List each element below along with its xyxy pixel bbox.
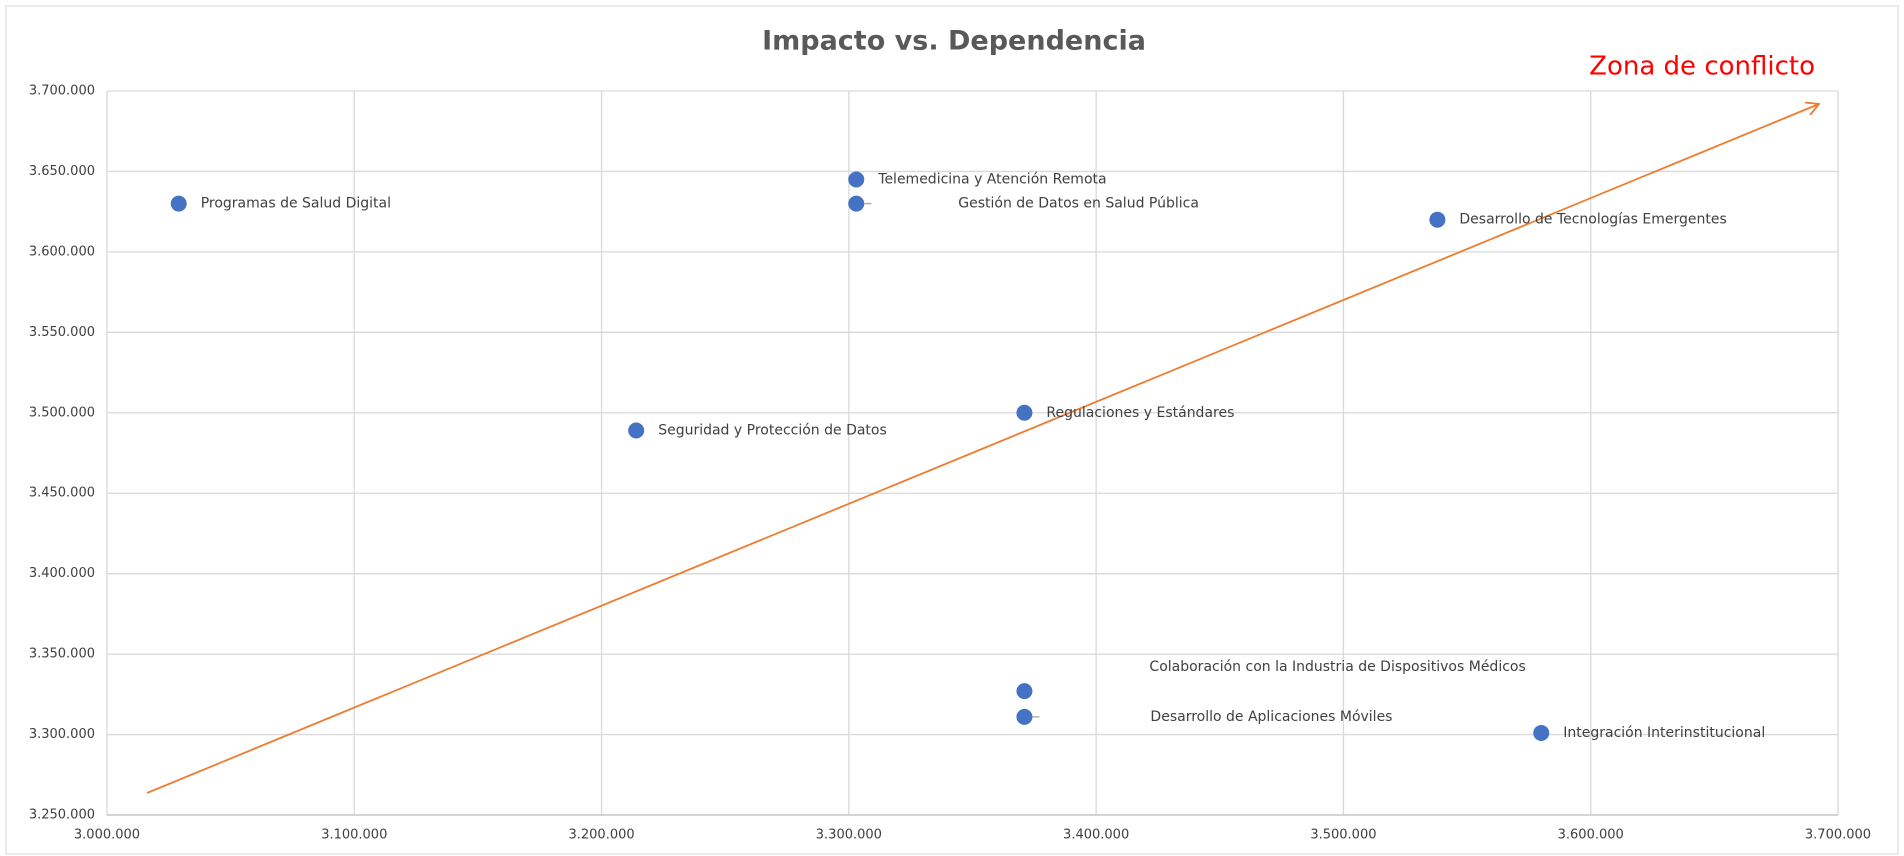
y-tick-label: 3.400.000 — [29, 566, 95, 581]
x-tick-label: 3.200.000 — [568, 828, 634, 843]
y-tick-label: 3.650.000 — [29, 164, 95, 179]
point-label: Desarrollo de Aplicaciones Móviles — [1150, 709, 1392, 725]
point-label: Regulaciones y Estándares — [1046, 405, 1234, 421]
x-tick-label: 3.500.000 — [1310, 828, 1376, 843]
point — [1533, 724, 1550, 741]
point-label: Seguridad y Protección de Datos — [658, 422, 887, 438]
point — [1016, 708, 1033, 725]
chart-border — [5, 5, 1899, 855]
point-label: Desarrollo de Tecnologías Emergentes — [1459, 212, 1726, 228]
annotation: Zona de conflicto — [1589, 52, 1815, 82]
x-tick-label: 3.700.000 — [1805, 828, 1871, 843]
x-tick-label: 3.100.000 — [321, 828, 387, 843]
y-tick-label: 3.600.000 — [29, 244, 95, 259]
y-tick-label: 3.450.000 — [29, 486, 95, 501]
x-tick-label: 3.300.000 — [816, 828, 882, 843]
y-tick-label: 3.350.000 — [29, 647, 95, 662]
point-label: Integración Interinstitucional — [1563, 725, 1765, 741]
point — [628, 422, 645, 439]
point-label: Telemedicina y Atención Remota — [877, 171, 1106, 187]
y-tick-label: 3.550.000 — [29, 325, 95, 340]
y-tick-label: 3.300.000 — [29, 727, 95, 742]
chart-title: Impacto vs. Dependencia — [762, 26, 1146, 57]
point — [1016, 404, 1033, 421]
y-tick-label: 3.700.000 — [29, 84, 95, 99]
point-label: Programas de Salud Digital — [201, 196, 391, 212]
x-tick-label: 3.400.000 — [1063, 828, 1129, 843]
point — [848, 171, 865, 188]
point-label: Gestión de Datos en Salud Pública — [958, 196, 1199, 212]
y-tick-label: 3.500.000 — [29, 405, 95, 420]
point — [848, 195, 865, 212]
x-tick-label: 3.000.000 — [74, 828, 140, 843]
trend-arrow — [146, 104, 1819, 794]
point — [170, 195, 187, 212]
x-tick-label: 3.600.000 — [1558, 828, 1624, 843]
point-label: Colaboración con la Industria de Disposi… — [1149, 659, 1525, 675]
point — [1429, 211, 1446, 228]
y-tick-label: 3.250.000 — [29, 808, 95, 823]
point — [1016, 683, 1033, 700]
